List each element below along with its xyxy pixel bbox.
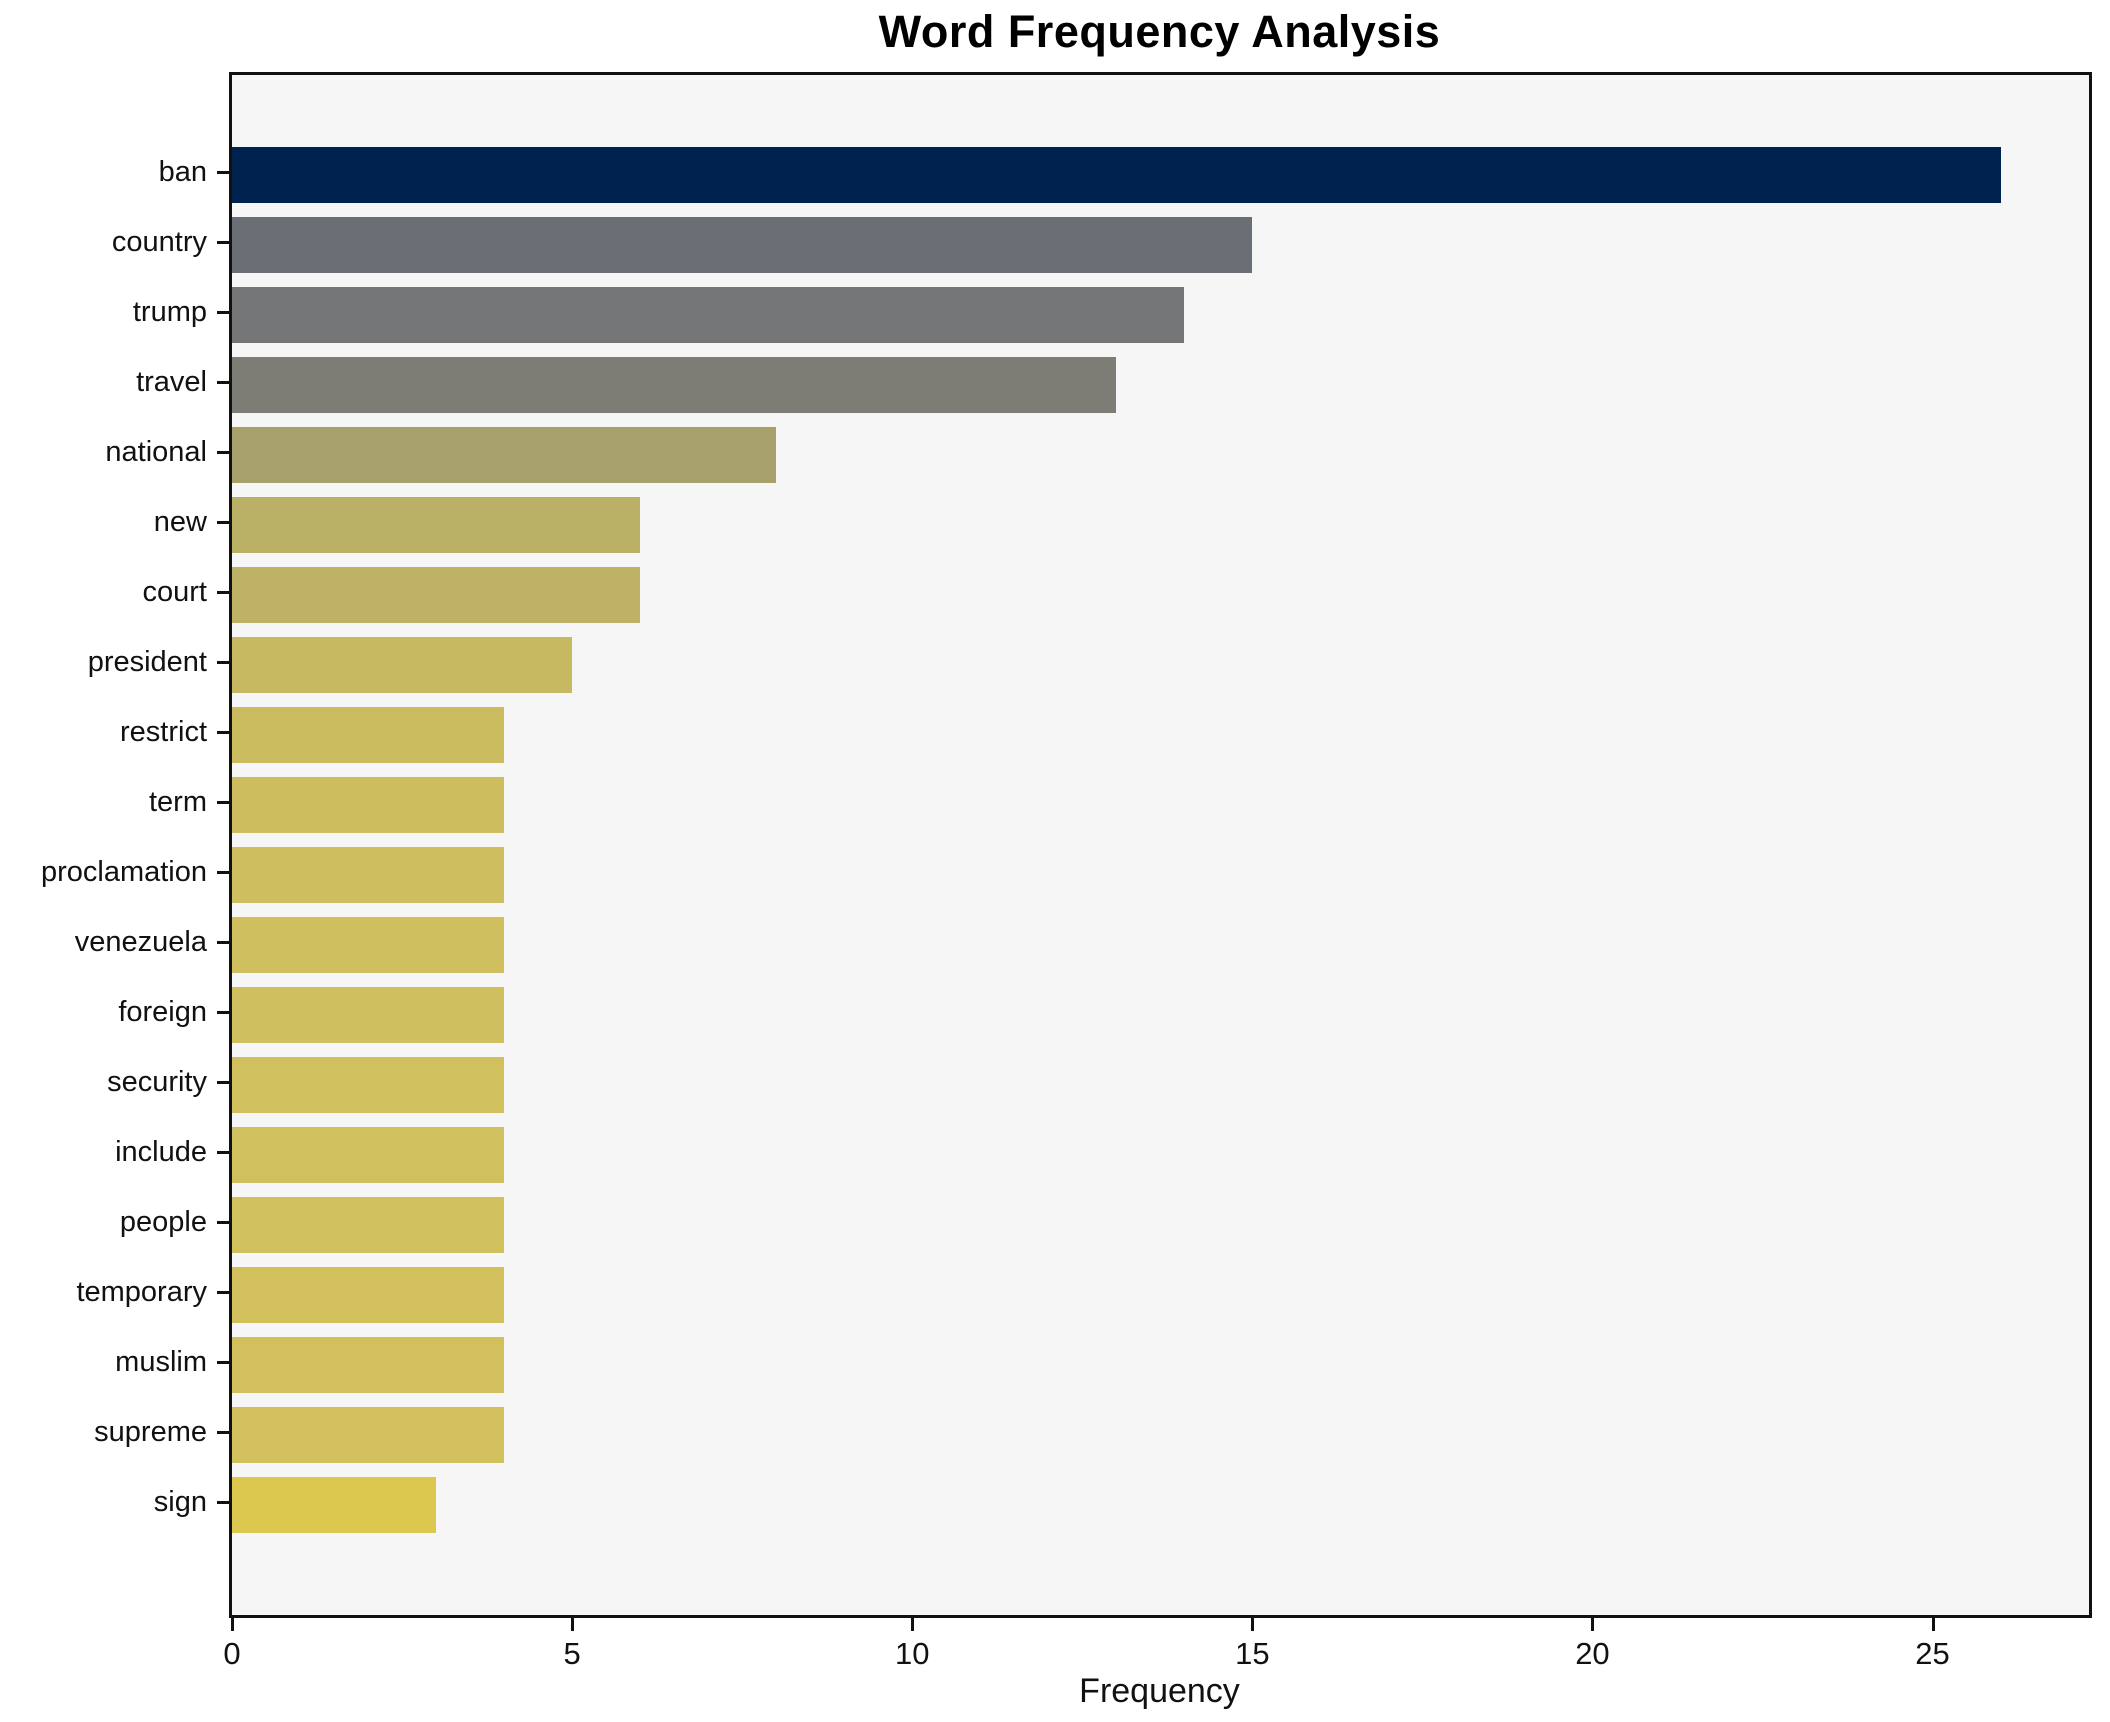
y-tick-mark [217,171,229,174]
x-tick-mark [571,1618,575,1631]
y-tick-label-trump: trump [132,296,207,328]
y-tick-mark [217,591,229,594]
y-tick-label-muslim: muslim [115,1346,207,1378]
y-tick-label-include: include [115,1136,207,1168]
bar-row-include [232,1127,2089,1183]
bar-row-ban [232,147,2089,203]
y-tick-label-restrict: restrict [120,716,207,748]
y-tick-mark [217,521,229,524]
bar-sign [232,1477,437,1533]
x-tick-mark [1931,1618,1935,1631]
bar-ban [232,147,2001,203]
x-tick-mark [1591,1618,1595,1631]
bar-row-supreme [232,1407,2089,1463]
y-tick-mark [217,1501,229,1504]
bar-row-venezuela [232,917,2089,973]
bar-row-travel [232,357,2089,413]
bar-national [232,427,777,483]
y-tick-mark [217,1361,229,1364]
y-tick-mark [217,311,229,314]
bar-country [232,217,1253,273]
y-tick-label-travel: travel [136,366,207,398]
x-axis-label: Frequency [1079,1672,1240,1710]
bar-row-people [232,1197,2089,1253]
y-tick-label-president: president [87,646,207,678]
x-tick-label-10: 10 [894,1636,930,1671]
x-tick-label-5: 5 [563,1636,581,1671]
bar-row-court [232,567,2089,623]
bar-new [232,497,641,553]
y-tick-mark [217,731,229,734]
y-tick-mark [217,381,229,384]
bar-row-proclamation [232,847,2089,903]
bar-president [232,637,573,693]
bar-row-new [232,497,2089,553]
bar-row-foreign [232,987,2089,1043]
bar-security [232,1057,505,1113]
y-tick-label-term: term [149,786,207,818]
x-tick-mark [1251,1618,1255,1631]
bar-row-temporary [232,1267,2089,1323]
y-tick-label-security: security [107,1066,207,1098]
x-tick-mark [911,1618,915,1631]
x-tick-label-0: 0 [223,1636,241,1671]
bar-venezuela [232,917,505,973]
y-tick-mark [217,1431,229,1434]
bar-people [232,1197,505,1253]
y-tick-mark [217,1011,229,1014]
y-tick-label-temporary: temporary [76,1276,207,1308]
y-tick-mark [217,1221,229,1224]
y-tick-label-venezuela: venezuela [74,926,207,958]
bar-muslim [232,1337,505,1393]
y-tick-mark [217,241,229,244]
bar-restrict [232,707,505,763]
bar-supreme [232,1407,505,1463]
bar-temporary [232,1267,505,1323]
bar-term [232,777,505,833]
bar-include [232,1127,505,1183]
bar-row-term [232,777,2089,833]
y-tick-label-new: new [153,506,207,538]
y-tick-label-country: country [111,226,207,258]
y-tick-mark [217,871,229,874]
bar-row-president [232,637,2089,693]
x-tick-label-15: 15 [1235,1636,1270,1671]
y-tick-label-foreign: foreign [118,996,207,1028]
y-tick-mark [217,661,229,664]
plot-area [229,72,2092,1618]
bar-row-sign [232,1477,2089,1533]
bar-court [232,567,641,623]
bar-row-national [232,427,2089,483]
y-tick-label-supreme: supreme [94,1416,207,1448]
y-tick-mark [217,1081,229,1084]
bar-row-trump [232,287,2089,343]
bar-proclamation [232,847,505,903]
x-tick-label-25: 25 [1915,1636,1950,1671]
y-tick-label-ban: ban [158,156,207,188]
chart-title: Word Frequency Analysis [878,6,1441,57]
y-tick-label-national: national [105,436,207,468]
bar-row-muslim [232,1337,2089,1393]
x-tick-label-20: 20 [1575,1636,1610,1671]
bar-row-country [232,217,2089,273]
bar-trump [232,287,1185,343]
y-tick-label-sign: sign [153,1486,207,1518]
y-tick-mark [217,451,229,454]
x-tick-mark [231,1618,234,1631]
y-tick-label-people: people [119,1206,207,1238]
y-tick-mark [217,801,229,804]
y-tick-mark [217,1151,229,1154]
bar-travel [232,357,1117,413]
y-tick-mark [217,1291,229,1294]
bar-foreign [232,987,505,1043]
y-tick-label-court: court [142,576,207,608]
bar-row-security [232,1057,2089,1113]
bar-row-restrict [232,707,2089,763]
y-tick-mark [217,941,229,944]
y-tick-label-proclamation: proclamation [40,856,207,888]
